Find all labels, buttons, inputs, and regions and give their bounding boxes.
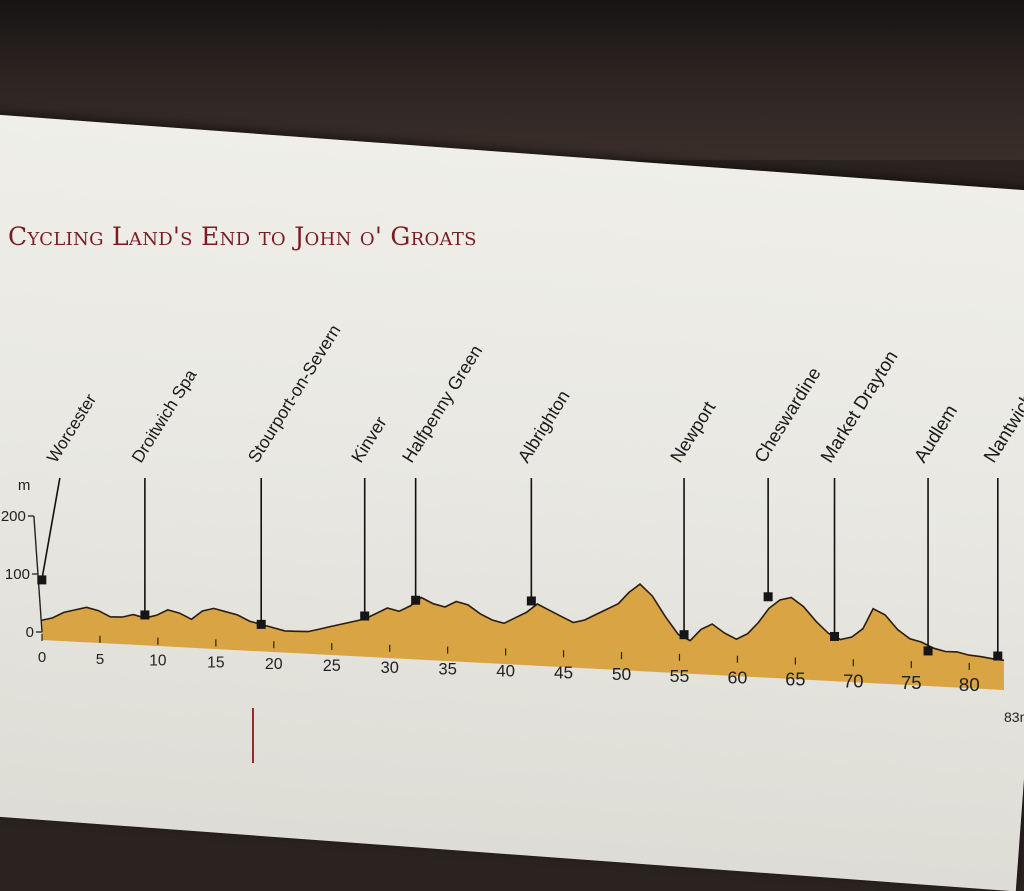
x-tick-label: 65 bbox=[785, 669, 805, 689]
y-ticks: 0 100 200 bbox=[1, 508, 42, 641]
x-tick-label: 75 bbox=[901, 672, 922, 693]
place-marker: Cheswardine bbox=[750, 363, 825, 602]
x-tick-label: 35 bbox=[438, 660, 457, 679]
place-marker: Nantwich bbox=[980, 389, 1024, 661]
place-label: Nantwich bbox=[980, 389, 1024, 466]
place-square bbox=[256, 619, 266, 629]
place-marker: Audlem bbox=[910, 401, 962, 656]
y-tick-label: 100 bbox=[5, 566, 30, 583]
place-label: Stourport-on-Severn bbox=[244, 321, 345, 466]
elevation-profile-line bbox=[41, 583, 1005, 662]
place-stem bbox=[41, 477, 61, 581]
place-marker: Halfpenny Green bbox=[398, 342, 486, 605]
place-label: Audlem bbox=[910, 401, 962, 466]
x-tick-label: 20 bbox=[265, 656, 283, 673]
place-square bbox=[679, 630, 689, 640]
page-margin-line bbox=[252, 708, 254, 763]
place-label: Cheswardine bbox=[750, 363, 825, 466]
place-label: Droitwich Spa bbox=[127, 365, 200, 466]
x-tick-label: 55 bbox=[670, 666, 690, 686]
x-tick-label: 0 bbox=[38, 649, 46, 666]
place-square bbox=[923, 646, 933, 656]
place-label: Market Drayton bbox=[816, 347, 902, 466]
place-marker: Kinver bbox=[347, 413, 391, 621]
x-tick-label: 45 bbox=[554, 662, 573, 682]
x-tick-label: 10 bbox=[149, 653, 167, 670]
x-tick-label: 5 bbox=[96, 651, 104, 668]
place-square bbox=[37, 575, 47, 585]
place-label: Albrighton bbox=[514, 387, 574, 466]
place-label: Kinver bbox=[347, 413, 391, 466]
place-square bbox=[526, 596, 536, 606]
x-end-label: 83m bbox=[1004, 709, 1024, 725]
elevation-area bbox=[41, 584, 1004, 690]
x-ticks: 0 5 10 15 20 25 30 35 40 45 50 55 60 65 70 75 80 bbox=[38, 634, 980, 696]
place-marker: Market Drayton bbox=[816, 347, 902, 641]
x-tick-label: 60 bbox=[727, 668, 747, 688]
x-tick-label: 15 bbox=[207, 654, 225, 671]
place-marker: Albrighton bbox=[514, 387, 574, 606]
place-label: Halfpenny Green bbox=[398, 342, 486, 467]
place-marker: Newport bbox=[666, 397, 720, 640]
y-tick-label: 0 bbox=[26, 624, 34, 641]
y-tick-label: 200 bbox=[1, 508, 26, 525]
x-tick-label: 80 bbox=[959, 675, 980, 696]
page-title: Cycling Land's End to John o' Groats bbox=[8, 222, 477, 251]
place-square bbox=[411, 595, 421, 605]
place-square bbox=[140, 610, 150, 620]
x-tick-label: 50 bbox=[612, 664, 631, 684]
x-tick-label: 40 bbox=[496, 661, 515, 680]
elevation-profile-chart: m 0 100 200 0 5 10 15 20 25 30 35 40 45 50 55 60 65 70 75… bbox=[1, 321, 1024, 725]
x-tick-label: 70 bbox=[843, 670, 863, 691]
x-tick-label: 30 bbox=[381, 659, 399, 677]
y-axis-unit: m bbox=[18, 477, 31, 494]
place-label: Worcester bbox=[43, 390, 100, 466]
place-square bbox=[360, 611, 370, 621]
place-square bbox=[763, 592, 773, 602]
place-marker: Worcester bbox=[37, 390, 100, 585]
x-tick-label: 25 bbox=[323, 657, 341, 675]
place-square bbox=[830, 631, 840, 641]
place-marker: Droitwich Spa bbox=[127, 365, 201, 620]
place-label: Newport bbox=[666, 397, 720, 466]
y-axis bbox=[33, 515, 43, 633]
place-marker: Stourport-on-Severn bbox=[244, 321, 345, 629]
place-square bbox=[993, 651, 1003, 661]
